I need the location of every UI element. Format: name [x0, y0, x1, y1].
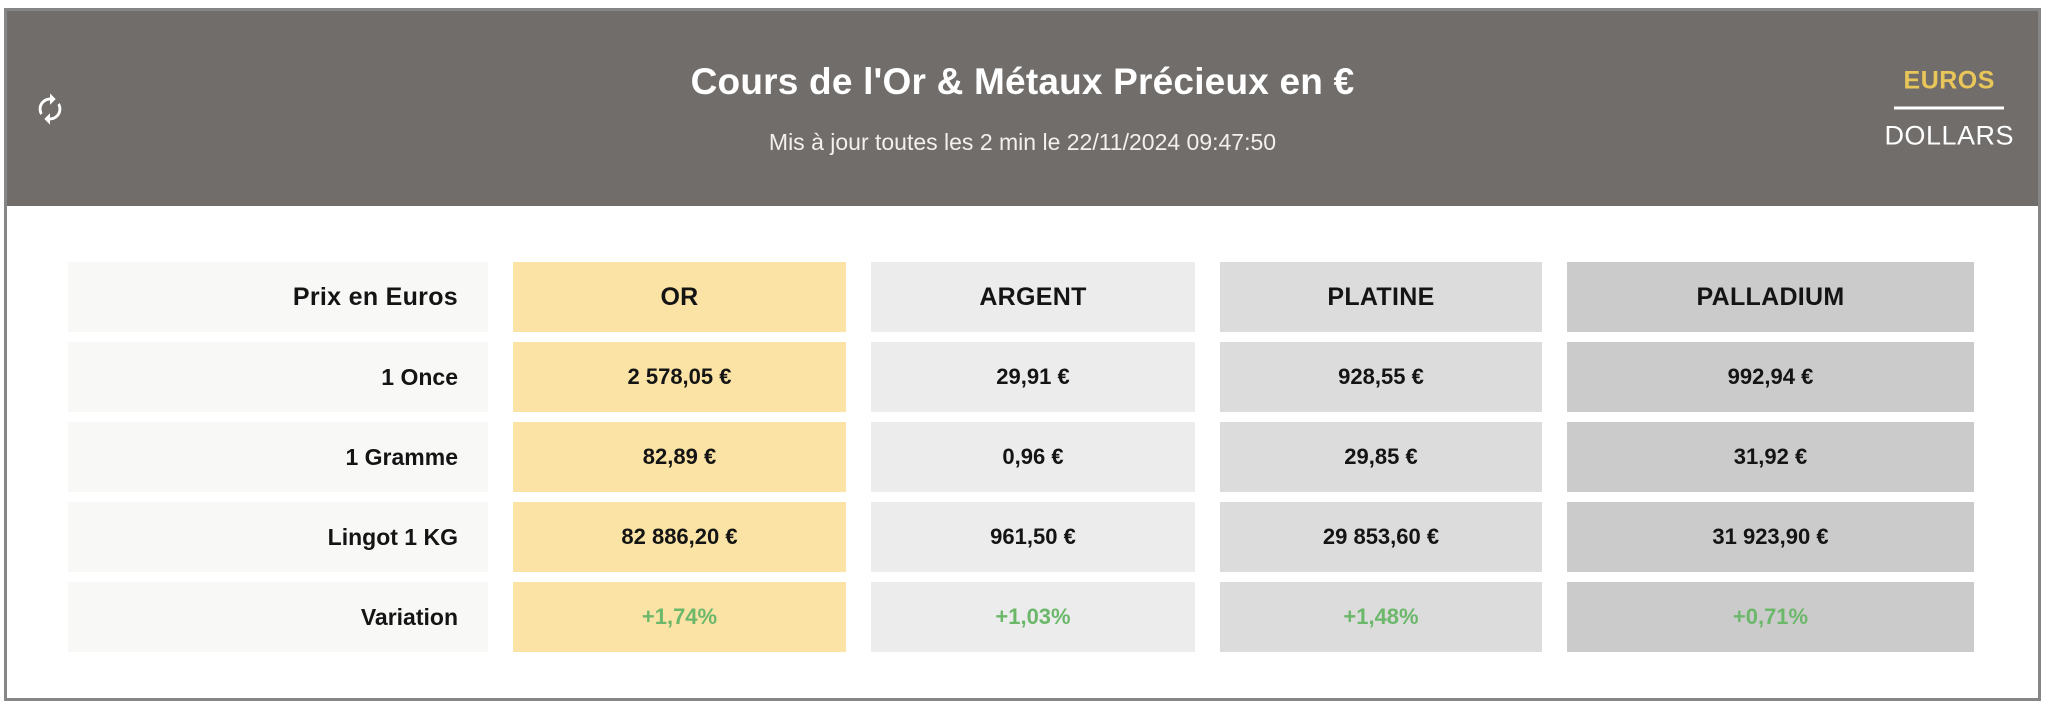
row-label-variation: Variation — [68, 582, 488, 652]
price-cell-argent-gramme: 0,96 € — [871, 422, 1195, 492]
col-header-or: OR — [513, 262, 846, 332]
variation-cell-platine: +1,48% — [1220, 582, 1542, 652]
row-label-lingot: Lingot 1 KG — [68, 502, 488, 572]
row-label-gramme: 1 Gramme — [68, 422, 488, 492]
currency-toggle: EUROS DOLLARS — [1884, 66, 2014, 151]
price-cell-argent-once: 29,91 € — [871, 342, 1195, 412]
refresh-button[interactable] — [33, 92, 67, 126]
widget-frame: Cours de l'Or & Métaux Précieux en € Mis… — [4, 8, 2041, 701]
header-bar: Cours de l'Or & Métaux Précieux en € Mis… — [7, 11, 2038, 206]
currency-option-euros[interactable]: EUROS — [1903, 66, 1995, 94]
price-cell-palladium-lingot: 31 923,90 € — [1567, 502, 1974, 572]
row-label-once: 1 Once — [68, 342, 488, 412]
price-cell-platine-once: 928,55 € — [1220, 342, 1542, 412]
update-status-text: Mis à jour toutes les 2 min le 22/11/202… — [768, 129, 1277, 155]
currency-option-dollars[interactable]: DOLLARS — [1884, 120, 2014, 150]
col-header-palladium: PALLADIUM — [1567, 262, 1974, 332]
currency-divider — [1894, 106, 2005, 109]
price-cell-platine-gramme: 29,85 € — [1220, 422, 1542, 492]
price-cell-or-gramme: 82,89 € — [513, 422, 846, 492]
col-header-platine: PLATINE — [1220, 262, 1542, 332]
refresh-sync-icon — [33, 92, 67, 126]
variation-cell-argent: +1,03% — [871, 582, 1195, 652]
col-header-argent: ARGENT — [871, 262, 1195, 332]
price-table: Prix en Euros OR ARGENT PLATINE PALLADIU… — [68, 262, 2038, 652]
table-corner-label: Prix en Euros — [68, 262, 488, 332]
price-cell-argent-lingot: 961,50 € — [871, 502, 1195, 572]
variation-cell-or: +1,74% — [513, 582, 846, 652]
price-cell-palladium-gramme: 31,92 € — [1567, 422, 1974, 492]
price-cell-or-lingot: 82 886,20 € — [513, 502, 846, 572]
price-cell-platine-lingot: 29 853,60 € — [1220, 502, 1542, 572]
price-cell-or-once: 2 578,05 € — [513, 342, 846, 412]
price-cell-palladium-once: 992,94 € — [1567, 342, 1974, 412]
variation-cell-palladium: +0,71% — [1567, 582, 1974, 652]
page-title: Cours de l'Or & Métaux Précieux en € — [690, 61, 1355, 102]
